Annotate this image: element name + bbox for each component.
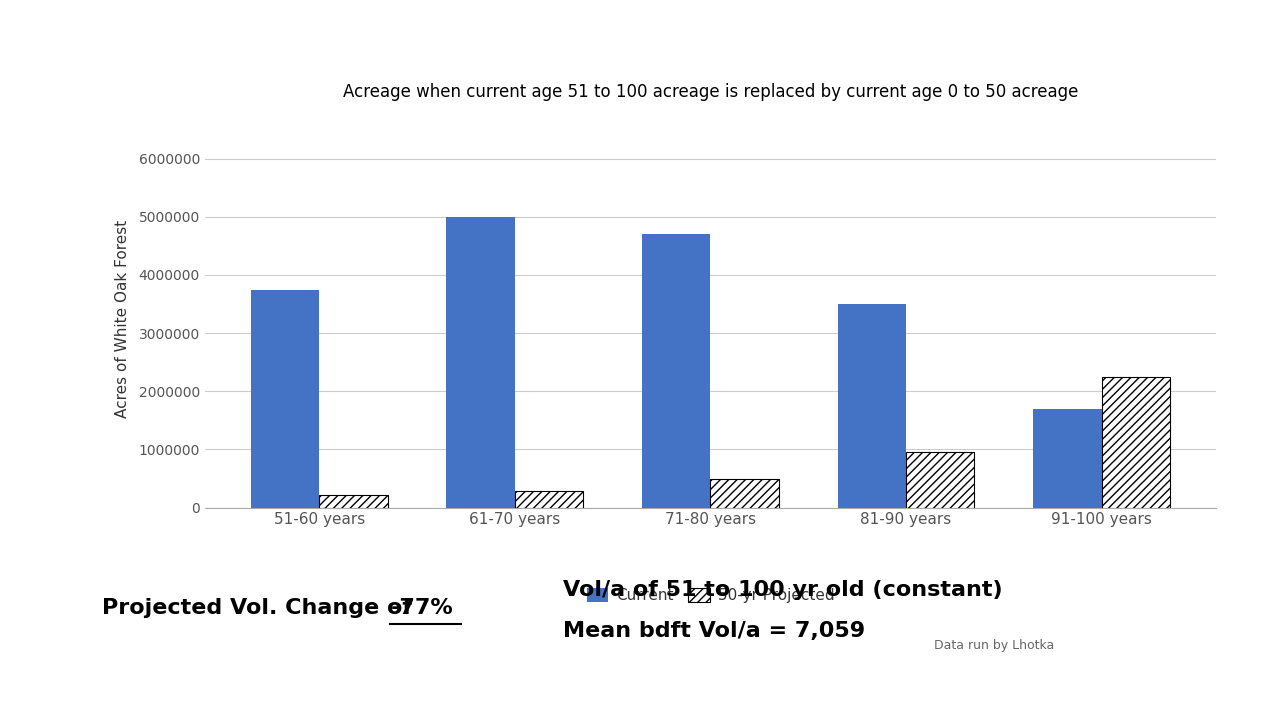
Text: J. Stringer, Univ. of KY, Forestry and Natural Resources: J. Stringer, Univ. of KY, Forestry and N…: [927, 698, 1267, 711]
Text: Data run by Lhotka: Data run by Lhotka: [934, 639, 1055, 652]
Text: Mean bdft Vol/a = 7,059: Mean bdft Vol/a = 7,059: [563, 621, 865, 642]
Bar: [710, 479, 778, 508]
Bar: [515, 491, 584, 508]
Bar: [1102, 377, 1170, 508]
Text: Acreage when current age 51 to 100 acreage is replaced by current age 0 to 50 ac: Acreage when current age 51 to 100 acrea…: [343, 83, 1078, 101]
Bar: [251, 289, 319, 508]
Bar: [906, 452, 974, 508]
Bar: [447, 217, 515, 508]
Text: Vol/a of 51 to 100 yr old (constant): Vol/a of 51 to 100 yr old (constant): [563, 580, 1002, 600]
Bar: [643, 234, 710, 508]
Bar: [319, 495, 388, 508]
Bar: [1033, 409, 1102, 508]
Legend: Current, 50-yr Projected: Current, 50-yr Projected: [581, 581, 840, 609]
Text: -77%: -77%: [390, 598, 453, 618]
Bar: [837, 304, 906, 508]
Text: Potential 50-yr Demographic Change Age Classes 51 to 100 years: Potential 50-yr Demographic Change Age C…: [13, 28, 884, 54]
Text: Projected Vol. Change of: Projected Vol. Change of: [102, 598, 420, 618]
Y-axis label: Acres of White Oak Forest: Acres of White Oak Forest: [115, 220, 131, 418]
